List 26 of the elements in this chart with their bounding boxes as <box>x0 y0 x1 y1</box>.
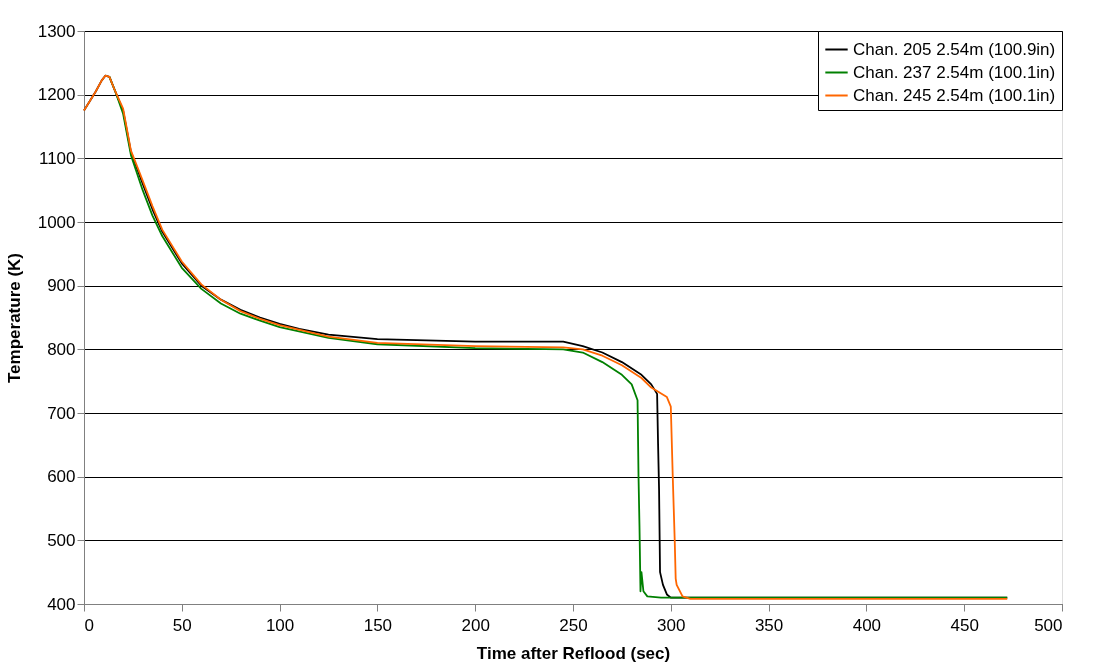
x-tick-label: 50 <box>172 615 192 635</box>
y-tick-label: 900 <box>47 276 76 296</box>
x-tick-label: 500 <box>1034 615 1063 635</box>
y-tick-label: 400 <box>47 594 76 614</box>
x-tick-label: 100 <box>265 615 295 635</box>
x-tick-label: 0 <box>84 615 94 635</box>
x-tick-label: 300 <box>657 615 686 635</box>
x-tick-label: 400 <box>852 615 882 635</box>
legend-label: Chan. 205 2.54m (100.9in) <box>853 39 1056 59</box>
x-tick-label: 450 <box>950 615 979 635</box>
x-tick-label: 250 <box>559 615 588 635</box>
y-tick-label: 1100 <box>38 148 76 168</box>
x-tick-label: 350 <box>754 615 784 635</box>
x-tick-label: 200 <box>461 615 490 635</box>
legend-label: Chan. 237 2.54m (100.1in) <box>853 62 1056 82</box>
y-tick-label: 1000 <box>37 212 76 232</box>
y-tick-label: 600 <box>47 467 76 487</box>
y-tick-label: 1200 <box>37 85 76 105</box>
x-tick-label: 150 <box>363 615 393 635</box>
y-tick-label: 700 <box>47 403 76 423</box>
y-tick-label: 1300 <box>37 21 76 41</box>
legend-label: Chan. 245 2.54m (100.1in) <box>853 85 1056 105</box>
y-tick-label: 500 <box>47 530 76 550</box>
y-tick-label: 800 <box>47 339 76 359</box>
y-axis-title: Temperature (K) <box>4 252 24 384</box>
x-axis-title: Time after Reflood (sec) <box>476 643 671 662</box>
